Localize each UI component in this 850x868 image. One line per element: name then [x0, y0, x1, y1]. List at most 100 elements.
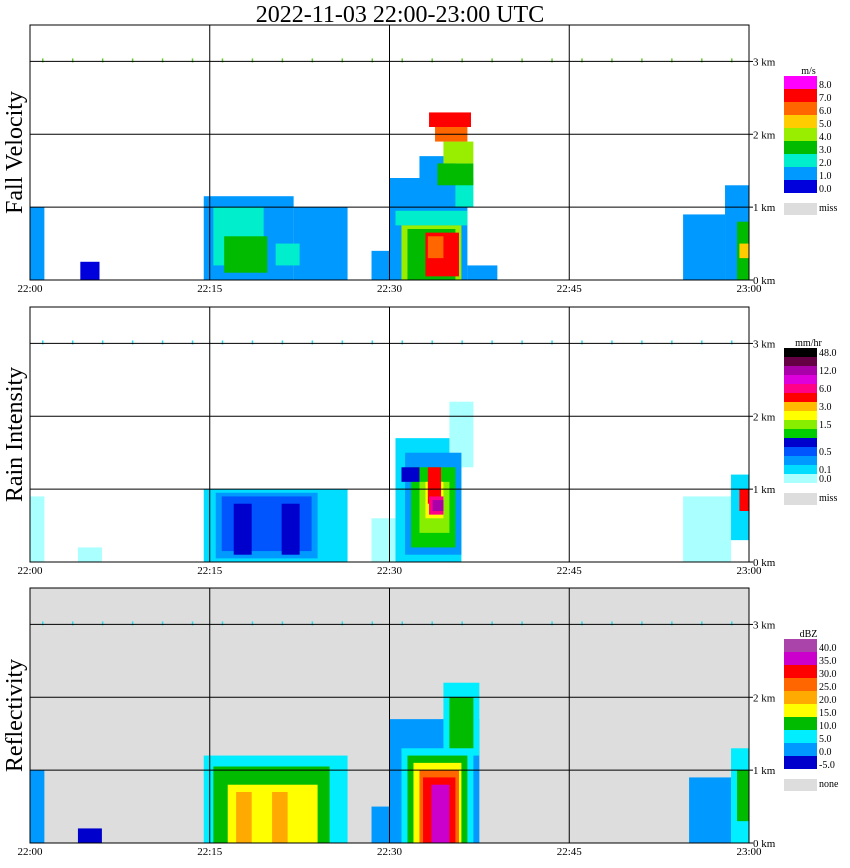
panel-2: Reflectivity 22:00 22:15 22:30 22:45 23:00 3 k…	[2, 587, 839, 858]
data-cell	[281, 503, 300, 555]
data-cell	[739, 243, 749, 259]
y-tick-label: 1 km	[753, 765, 776, 777]
data-cell	[30, 496, 45, 562]
trace-dot	[281, 621, 284, 626]
trace-dot	[161, 621, 164, 626]
trace-dot	[221, 340, 224, 345]
trace-dot	[731, 58, 733, 63]
trace-dot	[191, 340, 194, 345]
legend-unit: mm/hr	[795, 338, 822, 349]
data-cell	[431, 784, 450, 843]
y-tick-label: 3 km	[753, 619, 776, 631]
trace-dot	[671, 621, 673, 626]
legend-label: 0.0	[819, 747, 832, 758]
legend-label: 8.0	[819, 80, 832, 91]
trace-dot	[341, 340, 344, 345]
data-cell	[437, 163, 474, 186]
x-tick-label: 22:45	[557, 283, 583, 295]
trace-dot	[701, 340, 703, 345]
trace-dot	[581, 58, 583, 63]
data-cell	[683, 214, 726, 280]
trace-dot	[551, 340, 553, 345]
data-cell	[683, 496, 732, 562]
legend-label: 6.0	[819, 384, 832, 395]
plot-frame	[29, 24, 750, 281]
trace-dot	[191, 58, 194, 63]
y-tick-label: 0 km	[753, 275, 776, 287]
legend-label: 0.0	[819, 184, 832, 195]
legend-swatch	[784, 128, 817, 141]
legend-swatch	[784, 348, 817, 357]
trace-dot	[281, 58, 284, 63]
x-tick-label: 22:00	[17, 565, 43, 577]
panel-1: Rain Intensity 22:00 22:15 22:30 22:45 23:00 3…	[2, 306, 837, 577]
data-cell	[432, 500, 444, 511]
legend-swatch	[784, 665, 817, 678]
legend-swatch	[784, 115, 817, 128]
data-cell	[429, 112, 471, 127]
legend-label: -5.0	[819, 760, 835, 771]
trace-dot	[251, 340, 254, 345]
x-tick-label: 22:15	[197, 283, 223, 295]
legend-label: 5.0	[819, 734, 832, 745]
legend-label: 15.0	[819, 708, 837, 719]
legend-label: 5.0	[819, 119, 832, 130]
trace-dot	[131, 621, 134, 626]
trace-dot	[131, 58, 134, 63]
trace-dot	[431, 58, 433, 63]
legend-swatch	[784, 704, 817, 717]
trace-dot	[461, 340, 463, 345]
trace-dot	[221, 621, 224, 626]
data-cell	[427, 467, 442, 504]
legend-label: 0.1	[819, 465, 832, 476]
trace-dot	[731, 340, 733, 345]
data-cell	[395, 210, 468, 226]
y-tick-label: 1 km	[753, 484, 776, 496]
legend-swatch	[784, 678, 817, 691]
y-tick-label: 0 km	[753, 557, 776, 569]
legend-label: 30.0	[819, 669, 837, 680]
data-cell	[77, 828, 102, 843]
legend-missing-swatch	[784, 203, 817, 215]
legend-label: 2.0	[819, 158, 832, 169]
x-tick-label: 22:30	[377, 565, 403, 577]
trace-dot	[341, 621, 344, 626]
data-cell	[224, 236, 268, 273]
trace-dot	[461, 621, 463, 626]
y-tick-label: 1 km	[753, 202, 776, 214]
trace-dot	[221, 58, 224, 63]
trace-dot	[101, 58, 104, 63]
trace-dot	[71, 621, 74, 626]
legend-label: 25.0	[819, 682, 837, 693]
legend-swatch	[784, 141, 817, 154]
trace-dot	[41, 340, 44, 345]
data-cell	[443, 141, 474, 164]
trace-dot	[371, 58, 374, 63]
trace-dot	[311, 621, 314, 626]
data-cell	[80, 261, 100, 280]
x-tick-label: 22:15	[197, 846, 223, 858]
legend-swatch	[784, 438, 817, 447]
legend-label: 40.0	[819, 643, 837, 654]
trace-dot	[671, 58, 673, 63]
legend-label: 4.0	[819, 132, 832, 143]
legend-label: 10.0	[819, 721, 837, 732]
x-tick-label: 22:30	[377, 846, 403, 858]
legend-label: 3.0	[819, 145, 832, 156]
legend-swatch	[784, 366, 817, 375]
data-cell	[737, 770, 749, 822]
data-cell	[77, 547, 102, 562]
legend-label: 12.0	[819, 366, 837, 377]
legend-unit: m/s	[801, 66, 816, 77]
panel-ylabel: Rain Intensity	[2, 367, 28, 502]
plot-frame	[29, 587, 750, 844]
legend-swatch	[784, 384, 817, 393]
legend-swatch	[784, 167, 817, 180]
legend-swatch	[784, 393, 817, 402]
legend-swatch	[784, 180, 817, 193]
trace-dot	[191, 621, 194, 626]
legend-label: 7.0	[819, 93, 832, 104]
data-cell	[739, 489, 749, 511]
y-tick-label: 2 km	[753, 129, 776, 141]
